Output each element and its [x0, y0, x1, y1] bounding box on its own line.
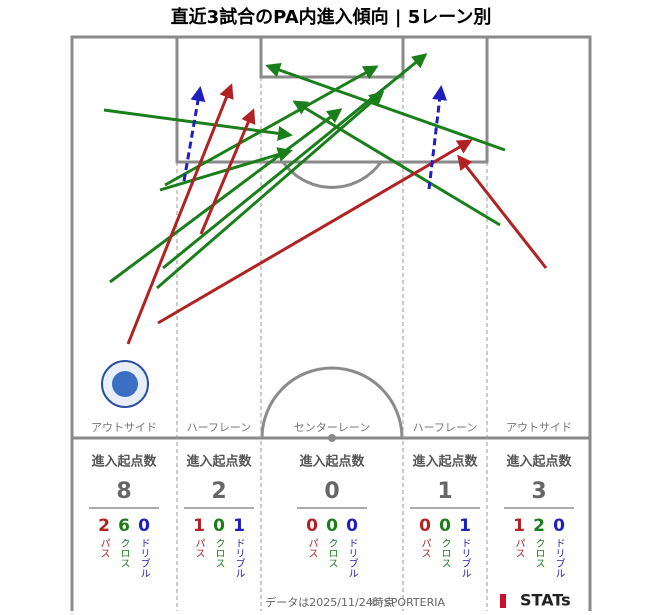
cross-arrow	[265, 62, 506, 152]
stat-label: 進入起点数	[299, 454, 365, 470]
brand: STATs	[520, 591, 571, 610]
stat-label: 進入起点数	[91, 454, 157, 470]
dribble-count: 0	[138, 516, 150, 536]
cross-count: 2	[533, 516, 545, 536]
pass-arrow	[457, 154, 548, 269]
pitch	[70, 35, 592, 615]
pass-label: パス	[193, 538, 205, 558]
cross-label: クロス	[439, 538, 450, 568]
cross-count: 6	[118, 516, 130, 536]
cross-arrow	[162, 53, 428, 270]
pass-arrow	[157, 139, 473, 325]
cross-label: クロス	[533, 538, 544, 568]
dribble-label: ドリブル	[138, 538, 150, 578]
dribble-label: ドリブル	[553, 538, 565, 578]
dribble-count: 0	[346, 516, 358, 536]
pass-label: パス	[306, 538, 318, 558]
pass-label: パス	[419, 538, 431, 558]
lane-name: アウトサイド	[506, 421, 572, 434]
entry-count: 8	[116, 479, 131, 504]
cross-arrow	[109, 108, 343, 284]
entry-count: 2	[211, 479, 226, 504]
stat-label: 進入起点数	[186, 454, 252, 470]
stat-label: 進入起点数	[506, 454, 572, 470]
lane-name: ハーフレーン	[187, 421, 252, 434]
dribble-label: ドリブル	[233, 538, 245, 578]
lane-name: センターレーン	[294, 421, 370, 434]
entry-count: 3	[531, 479, 546, 504]
pass-count: 2	[98, 516, 110, 536]
cross-label: クロス	[213, 538, 224, 568]
pass-count: 1	[193, 516, 205, 536]
pass-label: パス	[98, 538, 110, 558]
title: 直近3試合のPA内進入傾向 | 5レーン別	[171, 6, 492, 28]
footer-copyright: © SPORTERIA	[369, 596, 445, 609]
dribble-count: 0	[553, 516, 565, 536]
cross-label: クロス	[118, 538, 129, 568]
cross-arrow	[292, 100, 501, 227]
stat-label: 進入起点数	[412, 454, 478, 470]
cross-count: 0	[439, 516, 451, 536]
lane-name: アウトサイド	[91, 421, 157, 434]
cross-label: クロス	[326, 538, 337, 568]
pass-arrow	[126, 83, 234, 345]
brand-icon	[500, 594, 506, 608]
logo	[101, 360, 149, 408]
pass-label: パス	[513, 538, 525, 558]
pass-arrow	[199, 108, 256, 235]
dribble-arrow	[182, 86, 206, 182]
dribble-label: ドリブル	[346, 538, 358, 578]
pass-count: 0	[306, 516, 318, 536]
cross-count: 0	[326, 516, 338, 536]
entry-count: 0	[324, 479, 339, 504]
dribble-arrow	[427, 85, 448, 190]
cross-count: 0	[213, 516, 225, 536]
entry-count: 1	[437, 479, 452, 504]
pass-count: 0	[419, 516, 431, 536]
footer-note: データは2025/11/24時点	[265, 595, 394, 609]
dribble-count: 1	[233, 516, 245, 536]
pass-count: 1	[513, 516, 525, 536]
lane-stats: アウトサイド進入起点数82パス6クロス0ドリブルハーフレーン進入起点数21パス0…	[89, 421, 574, 578]
cross-arrow	[159, 147, 293, 192]
dribble-label: ドリブル	[459, 538, 471, 578]
cross-arrow	[156, 91, 385, 290]
lane-name: ハーフレーン	[413, 421, 478, 434]
dribble-count: 1	[459, 516, 471, 536]
arrows	[103, 53, 548, 345]
